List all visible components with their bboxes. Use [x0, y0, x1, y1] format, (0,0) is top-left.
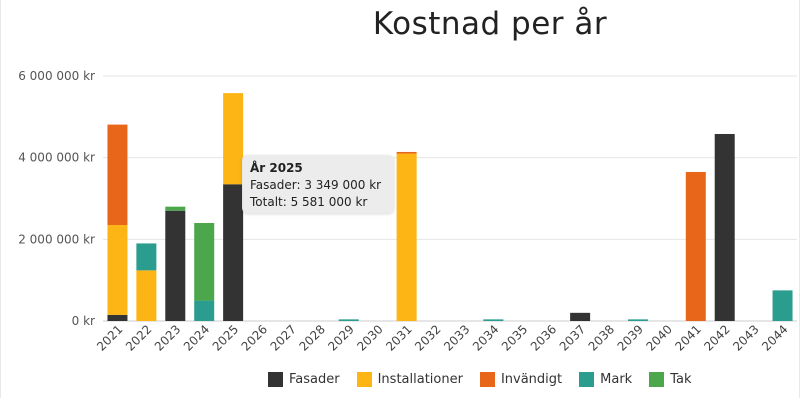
- y-tick-label: 6 000 000 kr: [18, 69, 95, 83]
- x-tick-label: 2041: [672, 322, 703, 353]
- legend-item[interactable]: Mark: [579, 371, 633, 387]
- x-tick-label: 2027: [268, 322, 299, 353]
- x-tick-label: 2037: [557, 322, 588, 353]
- legend-item[interactable]: Tak: [649, 371, 692, 387]
- x-tick-label: 2033: [441, 322, 472, 353]
- bar-segment[interactable]: [396, 151, 417, 154]
- bar-segment[interactable]: [627, 319, 648, 321]
- bar-segment[interactable]: [396, 153, 417, 321]
- legend-label: Tak: [670, 371, 692, 387]
- x-tick-label: 2036: [528, 322, 559, 353]
- x-tick-label: 2034: [470, 322, 501, 353]
- legend-item[interactable]: Invändigt: [479, 371, 563, 387]
- bar-segment[interactable]: [685, 171, 706, 321]
- legend-item[interactable]: Fasader: [268, 371, 340, 387]
- x-tick-label: 2028: [296, 322, 327, 353]
- x-tick-label: 2043: [730, 322, 761, 353]
- x-tick-label: 2023: [152, 322, 183, 353]
- x-tick-label: 2030: [354, 322, 385, 353]
- bar-segment[interactable]: [107, 124, 128, 226]
- bar-segment[interactable]: [107, 225, 128, 315]
- bar-segment[interactable]: [194, 300, 215, 321]
- legend-item[interactable]: Installationer: [356, 371, 463, 387]
- x-tick-label: 2026: [239, 322, 270, 353]
- bar-segment[interactable]: [338, 319, 359, 321]
- bar-segment[interactable]: [136, 243, 157, 271]
- x-tick-label: 2044: [759, 322, 790, 353]
- legend-label: Installationer: [377, 371, 463, 387]
- x-tick-label: 2032: [412, 322, 443, 353]
- x-tick-label: 2040: [643, 322, 674, 353]
- bar-segment[interactable]: [136, 270, 157, 321]
- tooltip-line-1: Fasader: 3 349 000 kr: [250, 178, 382, 192]
- y-axis: 0 kr 2 000 000 kr 4 000 000 kr 6 000 000 kr: [18, 69, 95, 328]
- bar-segment[interactable]: [194, 223, 215, 301]
- x-tick-label: 2039: [615, 322, 646, 353]
- chart-title: Kostnad per år: [372, 6, 608, 42]
- legend: Fasader Installationer Invändigt Mark Tak: [268, 369, 709, 389]
- legend-label: Mark: [600, 371, 633, 387]
- grid-lines: [103, 75, 797, 322]
- bar-segment[interactable]: [165, 210, 186, 321]
- x-tick-label: 2021: [94, 322, 125, 353]
- tooltip: År 2025 Fasader: 3 349 000 kr Totalt: 5 …: [242, 155, 394, 213]
- legend-swatch: [356, 371, 372, 387]
- bars: [107, 93, 793, 321]
- bar-segment[interactable]: [483, 319, 504, 321]
- x-tick-label: 2038: [586, 322, 617, 353]
- legend-swatch: [479, 371, 495, 387]
- y-tick-label: 4 000 000 kr: [18, 151, 95, 165]
- x-tick-label: 2035: [499, 322, 530, 353]
- x-tick-label: 2042: [701, 322, 732, 353]
- bar-segment[interactable]: [223, 93, 244, 185]
- bar-segment[interactable]: [223, 184, 244, 321]
- bar-segment[interactable]: [714, 133, 735, 321]
- legend-swatch: [268, 371, 283, 387]
- legend-swatch: [579, 371, 595, 387]
- x-tick-label: 2022: [123, 322, 154, 353]
- bar-segment[interactable]: [772, 290, 793, 321]
- tooltip-title: År 2025: [250, 161, 303, 175]
- x-tick-label: 2029: [325, 322, 356, 353]
- x-tick-label: 2024: [181, 322, 212, 353]
- bar-segment[interactable]: [107, 314, 128, 321]
- legend-label: Invändigt: [500, 371, 563, 387]
- x-axis: 2021202220232024202520262027202820292030…: [94, 322, 791, 353]
- x-tick-label: 2025: [210, 322, 241, 353]
- legend-swatch: [649, 371, 665, 387]
- x-tick-label: 2031: [383, 322, 414, 353]
- bar-segment[interactable]: [165, 206, 186, 211]
- y-tick-label: 0 kr: [72, 314, 95, 328]
- bar-segment[interactable]: [570, 312, 591, 321]
- legend-label: Fasader: [289, 371, 340, 387]
- y-tick-label: 2 000 000 kr: [18, 232, 95, 246]
- tooltip-line-2: Totalt: 5 581 000 kr: [250, 195, 368, 209]
